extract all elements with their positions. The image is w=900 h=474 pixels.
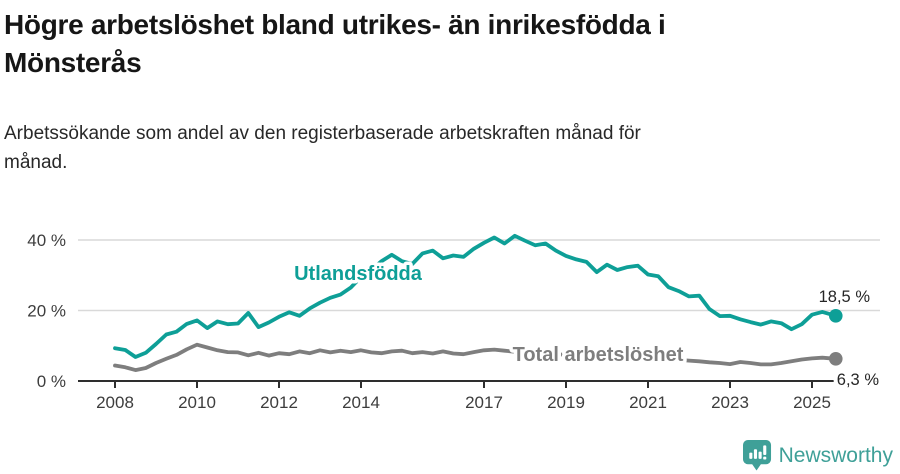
title-line-2: Mönsterås: [4, 46, 142, 78]
x-tick-label: 2021: [629, 393, 667, 412]
series-line: [113, 233, 838, 359]
end-value-label: 18,5 %: [819, 288, 871, 306]
y-tick-label: 40 %: [27, 231, 66, 250]
series-end-dot: [828, 308, 843, 323]
x-tick-label: 2008: [96, 393, 134, 412]
chart-subtitle: Arbetssökande som andel av den registerb…: [4, 120, 864, 177]
series-label: Utlandsfödda: [294, 263, 423, 285]
newsworthy-logo: Newsworthy: [742, 440, 893, 471]
title-line-1: Högre arbetslöshet bland utrikes- än inr…: [4, 9, 666, 40]
x-tick-label: 2019: [547, 393, 585, 412]
series-line: [113, 342, 838, 373]
y-tick-label: 20 %: [27, 302, 66, 321]
newsworthy-icon: [742, 440, 771, 471]
subtitle-line-1: Arbetssökande som andel av den registerb…: [4, 123, 641, 144]
line-chart: 0 % 20 % 40 % 2008 2010 2012 2014 2017 2019 2021 2…: [27, 231, 883, 412]
series-label: Total arbetslöshet: [513, 344, 684, 366]
series-end-dot: [828, 351, 843, 366]
page-title: Högre arbetslöshet bland utrikes- än inr…: [4, 6, 884, 82]
x-tick-label: 2012: [260, 393, 298, 412]
x-tick-label: 2025: [793, 393, 831, 412]
newsworthy-wordmark: Newsworthy: [778, 443, 893, 467]
x-tick-label: 2010: [178, 393, 216, 412]
y-tick-label: 0 %: [37, 372, 66, 391]
end-value-label: 6,3 %: [837, 371, 880, 389]
x-tick-label: 2017: [465, 393, 503, 412]
x-tick-label: 2014: [342, 393, 380, 412]
subtitle-line-2: månad.: [4, 151, 68, 173]
x-tick-label: 2023: [711, 393, 749, 412]
